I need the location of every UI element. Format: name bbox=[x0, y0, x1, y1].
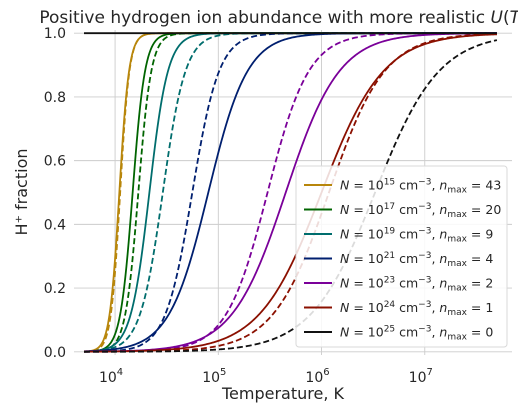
y-tick-label: 0.2 bbox=[44, 281, 66, 297]
y-tick-labels: 0.0 0.2 0.4 0.6 0.8 1.0 bbox=[44, 26, 66, 361]
y-tick-label: 0.0 bbox=[44, 345, 66, 361]
series-solid-line-5 bbox=[83, 33, 497, 353]
legend-box bbox=[295, 165, 508, 348]
legend-entry-2: N = 1019 cm−3, nmax = 9 bbox=[340, 227, 493, 245]
y-axis-label: H⁺ fraction bbox=[12, 148, 31, 235]
x-tick-label: 107 bbox=[409, 367, 433, 386]
y-tick-label: 0.6 bbox=[44, 154, 66, 170]
series-layer bbox=[83, 32, 498, 353]
chart-title: Positive hydrogen ion abundance with mor… bbox=[39, 8, 518, 28]
legend-entry-6: N = 1025 cm−3, nmax = 0 bbox=[340, 325, 493, 343]
y-tick-label: 1.0 bbox=[44, 26, 66, 42]
x-tick-labels: 104 105 106 107 bbox=[99, 367, 433, 386]
legend-entry-1: N = 1017 cm−3, nmax = 20 bbox=[340, 202, 501, 220]
x-tick-label: 105 bbox=[202, 367, 226, 386]
legend: N = 1015 cm−3, nmax = 43 N = 1017 cm−3, n… bbox=[295, 165, 508, 348]
y-tick-label: 0.4 bbox=[44, 217, 66, 233]
legend-entry-5: N = 1024 cm−3, nmax = 1 bbox=[340, 300, 493, 318]
y-tick-label: 0.8 bbox=[44, 90, 66, 106]
x-tick-label: 104 bbox=[99, 367, 123, 386]
legend-entry-4: N = 1023 cm−3, nmax = 2 bbox=[340, 276, 493, 294]
legend-entry-0: N = 1015 cm−3, nmax = 43 bbox=[340, 178, 501, 196]
legend-entry-3: N = 1021 cm−3, nmax = 4 bbox=[340, 251, 493, 269]
series-dashed-line-6 bbox=[84, 39, 498, 353]
x-tick-label: 106 bbox=[305, 367, 329, 386]
x-axis-label: Temperature, K bbox=[221, 384, 345, 403]
